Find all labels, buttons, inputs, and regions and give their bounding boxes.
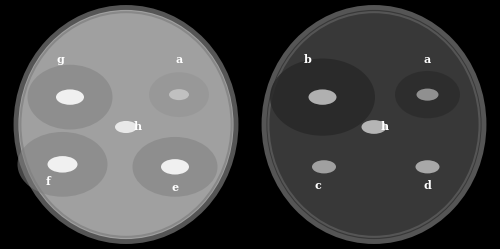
- Ellipse shape: [308, 89, 336, 105]
- Ellipse shape: [395, 71, 460, 118]
- Ellipse shape: [16, 7, 236, 242]
- Text: b: b: [304, 54, 312, 65]
- Ellipse shape: [169, 89, 189, 100]
- Text: g: g: [56, 54, 64, 65]
- Ellipse shape: [416, 89, 438, 101]
- Ellipse shape: [28, 65, 112, 129]
- Text: a: a: [424, 54, 431, 65]
- Ellipse shape: [312, 160, 336, 174]
- Text: a: a: [176, 54, 182, 65]
- Ellipse shape: [18, 132, 108, 197]
- Text: e: e: [172, 182, 178, 193]
- Ellipse shape: [115, 121, 137, 133]
- Text: h: h: [381, 122, 389, 132]
- Text: f: f: [45, 176, 50, 187]
- Ellipse shape: [132, 137, 218, 197]
- Ellipse shape: [161, 159, 189, 175]
- Ellipse shape: [362, 120, 386, 134]
- Text: c: c: [314, 180, 321, 191]
- Ellipse shape: [416, 160, 440, 174]
- Ellipse shape: [264, 7, 484, 242]
- Text: d: d: [424, 180, 432, 191]
- Text: h: h: [134, 122, 141, 132]
- Ellipse shape: [48, 156, 78, 173]
- Ellipse shape: [149, 72, 209, 117]
- Ellipse shape: [270, 59, 375, 136]
- Ellipse shape: [56, 89, 84, 105]
